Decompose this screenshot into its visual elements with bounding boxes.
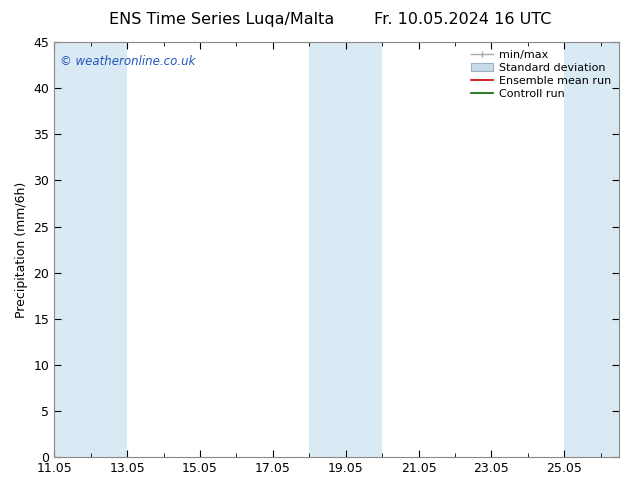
Bar: [309, 42, 382, 457]
Text: Fr. 10.05.2024 16 UTC: Fr. 10.05.2024 16 UTC: [374, 12, 552, 27]
Bar: [564, 42, 619, 457]
Legend: min/max, Standard deviation, Ensemble mean run, Controll run: min/max, Standard deviation, Ensemble me…: [469, 48, 614, 101]
Y-axis label: Precipitation (mm/6h): Precipitation (mm/6h): [15, 181, 28, 318]
Text: ENS Time Series Luqa/Malta: ENS Time Series Luqa/Malta: [109, 12, 335, 27]
Bar: [55, 42, 127, 457]
Text: © weatheronline.co.uk: © weatheronline.co.uk: [60, 54, 195, 68]
